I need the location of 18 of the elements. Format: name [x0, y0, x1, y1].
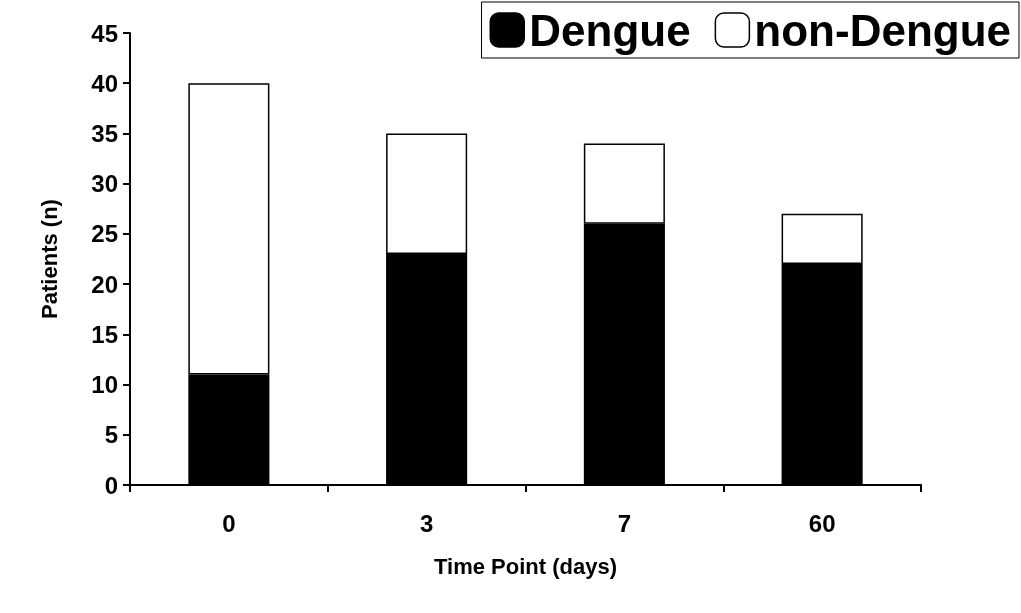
- y-tick-label: 35: [91, 119, 118, 147]
- x-tick-label: 3: [419, 509, 434, 537]
- x-tick-label: 7: [617, 509, 632, 537]
- y-tick-label: 25: [91, 220, 118, 248]
- y-tick-label: 20: [91, 270, 118, 298]
- legend-label: non-Dengue: [754, 5, 1012, 55]
- y-axis-title: Patients (n): [36, 199, 62, 319]
- y-tick-label: 0: [104, 471, 118, 499]
- y-tick-label: 45: [91, 19, 118, 47]
- legend-label: Dengue: [529, 5, 691, 55]
- y-tick-label: 40: [91, 69, 118, 97]
- x-axis-title: Time Point (days): [434, 553, 617, 579]
- y-tick-label: 10: [91, 371, 118, 399]
- y-tick-label: 15: [91, 320, 118, 348]
- x-tick-label: 60: [808, 509, 836, 537]
- y-tick-label: 5: [104, 421, 118, 449]
- x-tick-label: 0: [222, 509, 236, 537]
- y-tick-label: 30: [91, 170, 118, 198]
